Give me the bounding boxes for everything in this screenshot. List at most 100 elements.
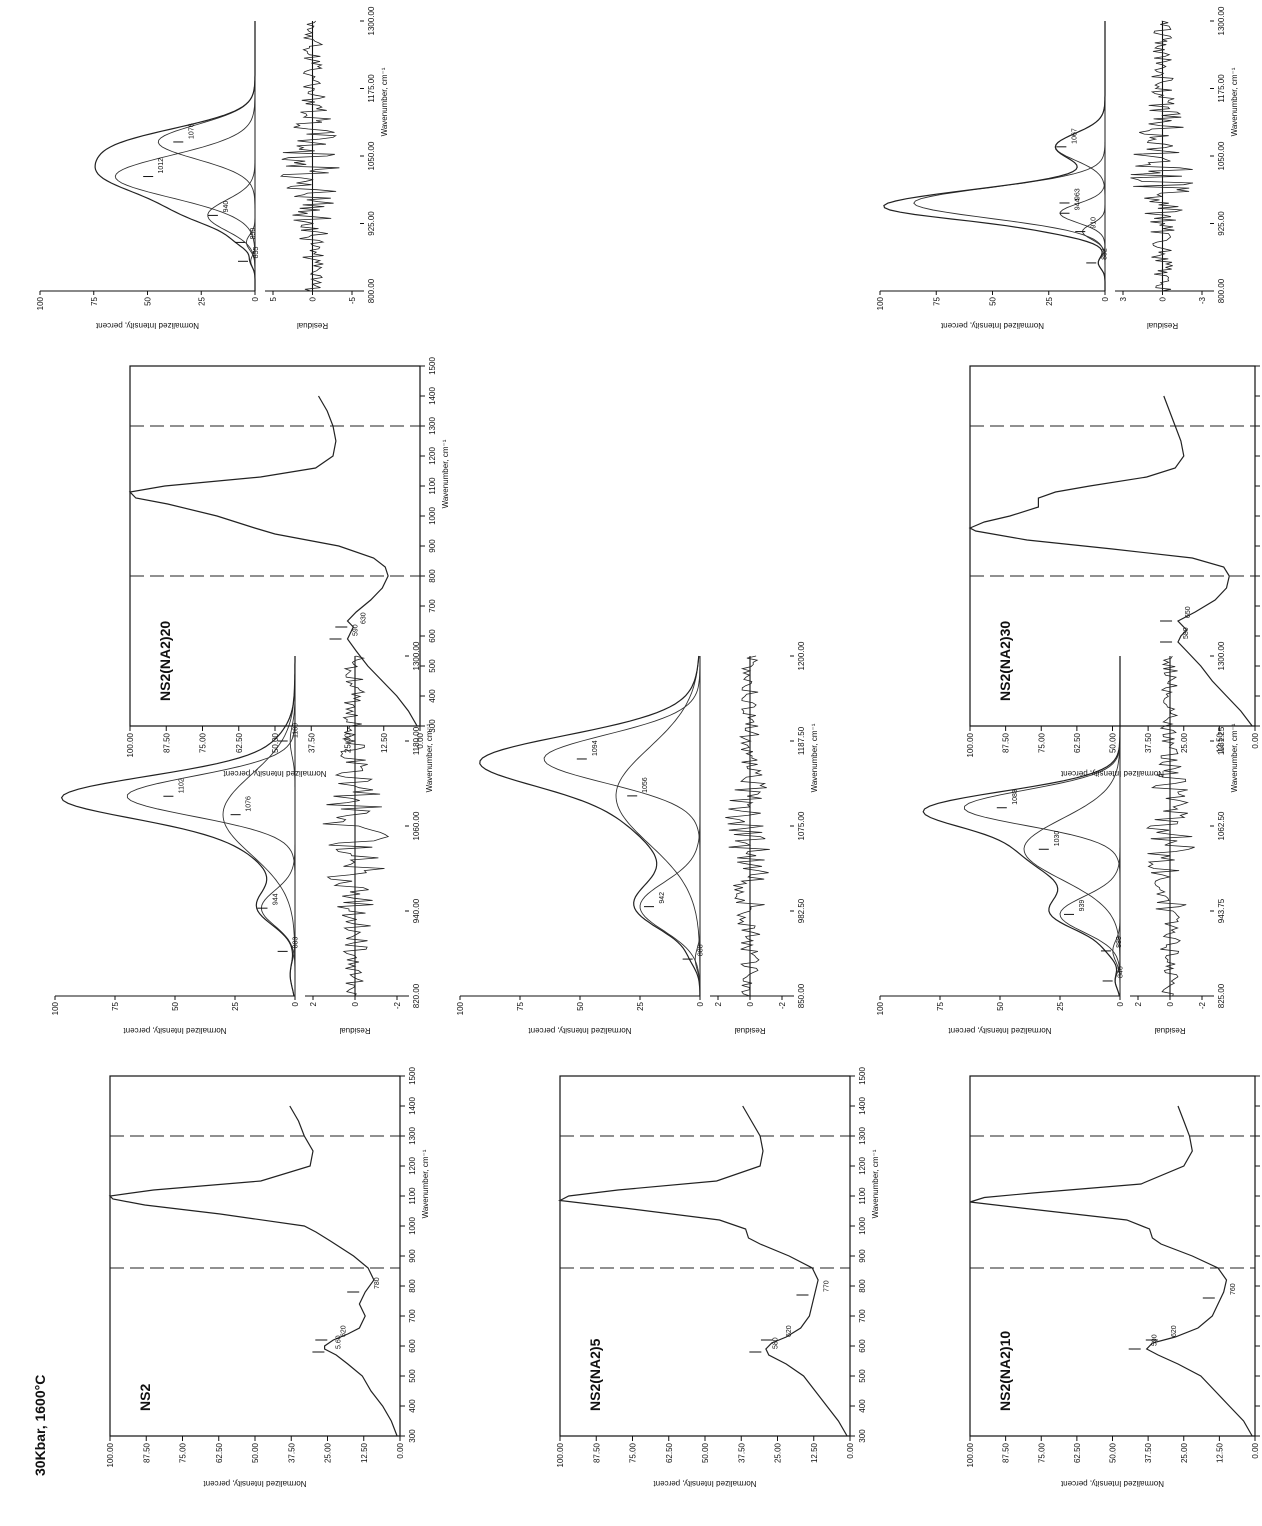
y-tick-label: 87.50 <box>592 1442 601 1463</box>
y-axis-label: Normalized Intensity, percent <box>1060 1479 1164 1488</box>
fit-component-band <box>126 656 296 996</box>
peak-label: 770 <box>823 1280 830 1292</box>
residual-tick-label: 3 <box>1119 296 1128 301</box>
x-tick-label: 1000 <box>858 1217 867 1235</box>
fitted-envelope-line <box>883 21 1106 291</box>
x-tick-label: 700 <box>408 1309 417 1323</box>
y-tick-label: 100.00 <box>106 1442 115 1467</box>
sample-title: NS2(NA2)20 <box>157 621 173 701</box>
y-axis-label: Normalized Intensity, percent <box>528 1026 632 1035</box>
peak-label: 1030 <box>1054 831 1061 847</box>
fit-component-band <box>260 656 296 996</box>
y-tick-label: 87.50 <box>142 1442 151 1463</box>
x-tick-label: 900 <box>858 1249 867 1263</box>
chart-panel-ns2-fit: 0 25 50 75 100 Normalized Intensity, percent 8… <box>51 641 434 1035</box>
peak-label: 580 <box>772 1337 779 1349</box>
y-tick-label: 0 <box>291 1001 300 1006</box>
y-tick-label: 100 <box>36 296 45 310</box>
peak-label: 620 <box>786 1325 793 1337</box>
y-tick-label: 50.00 <box>271 732 280 753</box>
fit-component-band <box>913 21 1106 291</box>
x-tick-label: 925.00 <box>367 211 376 236</box>
chart-panel-ns2-na2-10: NS2(NA2)10300400500600700800900100011001… <box>966 1075 1260 1488</box>
y-tick-label: 50 <box>989 296 998 305</box>
y-tick-label: 50.00 <box>1109 732 1118 753</box>
y-tick-label: 75.00 <box>629 1442 638 1463</box>
y-tick-label: 75 <box>516 1001 525 1010</box>
x-axis-label: Wavenumber, cm⁻¹ <box>1230 67 1239 136</box>
fit-component-band <box>1059 656 1121 996</box>
fitted-envelope-line <box>94 21 256 291</box>
x-tick-label: 1400 <box>428 387 437 405</box>
spectrum-line <box>968 395 1253 727</box>
x-tick-label: 825.00 <box>1217 983 1226 1008</box>
y-tick-label: 25 <box>231 1001 240 1010</box>
x-tick-label: 1400 <box>408 1097 417 1115</box>
y-tick-label: 0.00 <box>416 732 425 748</box>
x-tick-label: 1400 <box>858 1097 867 1115</box>
x-tick-label: 500 <box>408 1369 417 1383</box>
x-tick-label: 1062.50 <box>1217 811 1226 840</box>
x-tick-label: 1200 <box>428 447 437 465</box>
residual-axis-label: Residual <box>1147 321 1178 330</box>
x-tick-label: 1000 <box>408 1217 417 1235</box>
fit-component-band <box>1023 656 1121 996</box>
chart-panel-ns2-na2-30-fit: 0 25 50 75 100 Normalized Intensity, percent 8… <box>876 6 1239 330</box>
x-tick-label: 1050.00 <box>367 141 376 170</box>
y-axis-label: Normalized Intensity, percent <box>940 321 1044 330</box>
fit-component-band <box>1055 21 1106 291</box>
y-tick-label: 0 <box>251 296 260 301</box>
fit-component-band <box>963 656 1121 996</box>
peak-label: 963 <box>1075 188 1082 200</box>
y-axis-label: Normalized Intensity, percent <box>203 1479 307 1488</box>
residual-line <box>280 20 340 292</box>
x-axis-label: Wavenumber, cm⁻¹ <box>810 723 819 792</box>
y-tick-label: 62.50 <box>1073 1442 1082 1463</box>
x-tick-label: 1300.00 <box>1217 641 1226 670</box>
peak-label: 944 <box>272 893 279 905</box>
peak-label: 780 <box>374 1277 381 1289</box>
y-tick-label: 25 <box>1056 1001 1065 1010</box>
x-tick-label: 400 <box>858 1399 867 1413</box>
y-axis-label: Normalized Intensity, percent <box>95 321 199 330</box>
y-tick-label: 25 <box>197 296 206 305</box>
x-tick-label: 1300 <box>408 1127 417 1145</box>
spectrum-line <box>969 1105 1253 1437</box>
residual-tick-label: 0 <box>1159 296 1168 301</box>
residual-axis-label: Residual <box>339 1026 370 1035</box>
x-tick-label: 1500 <box>858 1067 867 1085</box>
x-tick-label: 1200.00 <box>797 641 806 670</box>
y-tick-label: 100 <box>876 296 885 310</box>
y-tick-label: 100 <box>51 1001 60 1015</box>
y-tick-label: 62.50 <box>215 1442 224 1463</box>
y-tick-label: 25.00 <box>1180 1442 1189 1463</box>
x-tick-label: 800.00 <box>1217 278 1226 303</box>
x-tick-label: 800 <box>408 1279 417 1293</box>
y-tick-label: 50 <box>996 1001 1005 1010</box>
peak-label: 1076 <box>188 123 195 139</box>
plot-frame <box>559 1075 851 1437</box>
x-tick-label: 1500 <box>408 1067 417 1085</box>
y-tick-label: 75 <box>932 296 941 305</box>
peak-label: 760 <box>1230 1283 1237 1295</box>
y-tick-label: 12.50 <box>360 1442 369 1463</box>
peak-label: 620 <box>340 1325 347 1337</box>
peak-label: 1056 <box>642 777 649 793</box>
peak-label: 590 <box>353 624 360 636</box>
fitted-envelope-line <box>60 656 296 997</box>
x-axis-label: Wavenumber, cm⁻¹ <box>441 439 450 508</box>
residual-tick-label: 0 <box>746 1001 755 1006</box>
x-tick-label: 820.00 <box>412 983 421 1008</box>
x-tick-label: 1060.00 <box>412 811 421 840</box>
y-tick-label: 12.50 <box>1215 1442 1224 1463</box>
peak-label: 942 <box>659 892 666 904</box>
peak-label: 1067 <box>1071 128 1078 144</box>
sample-title: NS2 <box>137 1384 153 1411</box>
y-tick-label: 0 <box>696 1001 705 1006</box>
x-tick-label: 1200 <box>408 1157 417 1175</box>
x-tick-label: 1100 <box>858 1187 867 1205</box>
y-tick-label: 75 <box>111 1001 120 1010</box>
